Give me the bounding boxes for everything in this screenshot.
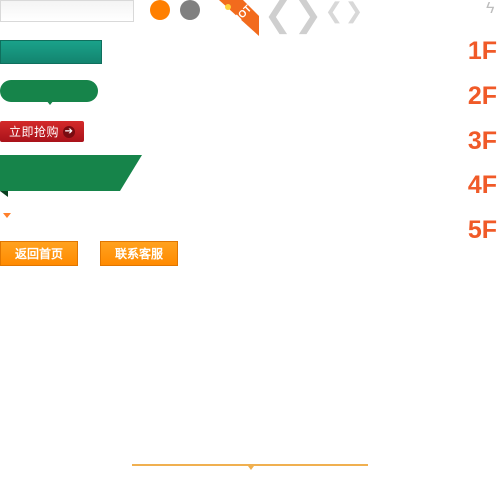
green-banner-body xyxy=(0,155,142,191)
floor-label-3f[interactable]: 3F xyxy=(440,127,500,155)
buy-now-label: 立即抢购 xyxy=(9,123,59,140)
chevron-left-icon[interactable]: ❮ xyxy=(266,0,290,30)
floor-label-1f[interactable]: 1F xyxy=(440,37,500,65)
floor-label-2f[interactable]: 2F xyxy=(440,82,500,110)
lightning-icon: ϟ xyxy=(486,0,500,18)
green-banner-fold xyxy=(0,191,8,197)
floor-label-5f[interactable]: 5F xyxy=(440,216,500,244)
gray-dot xyxy=(180,0,200,20)
tooltip-pointer xyxy=(46,100,54,105)
chevron-right-icon[interactable]: ❯ xyxy=(346,0,362,22)
caret-down-icon xyxy=(3,213,11,218)
green-banner xyxy=(0,155,142,197)
chevron-left-icon[interactable]: ❮ xyxy=(326,0,342,22)
floor-label-4f[interactable]: 4F xyxy=(440,171,500,199)
arrow-right-icon: ➔ xyxy=(63,126,75,138)
green-pill-tooltip xyxy=(0,80,98,102)
hot-badge: HOT! xyxy=(219,0,259,36)
search-input-strip[interactable] xyxy=(0,0,134,22)
back-home-button[interactable]: 返回首页 xyxy=(0,241,78,266)
sparkle-icon xyxy=(225,4,231,10)
divider-pointer xyxy=(248,466,254,470)
buy-now-button[interactable]: 立即抢购 ➔ xyxy=(0,121,84,142)
contact-service-button[interactable]: 联系客服 xyxy=(100,241,178,266)
chevron-right-icon[interactable]: ❯ xyxy=(296,0,320,30)
contact-service-label: 联系客服 xyxy=(115,245,163,262)
teal-bar xyxy=(0,40,102,64)
orange-dot xyxy=(150,0,170,20)
back-home-label: 返回首页 xyxy=(15,245,63,262)
